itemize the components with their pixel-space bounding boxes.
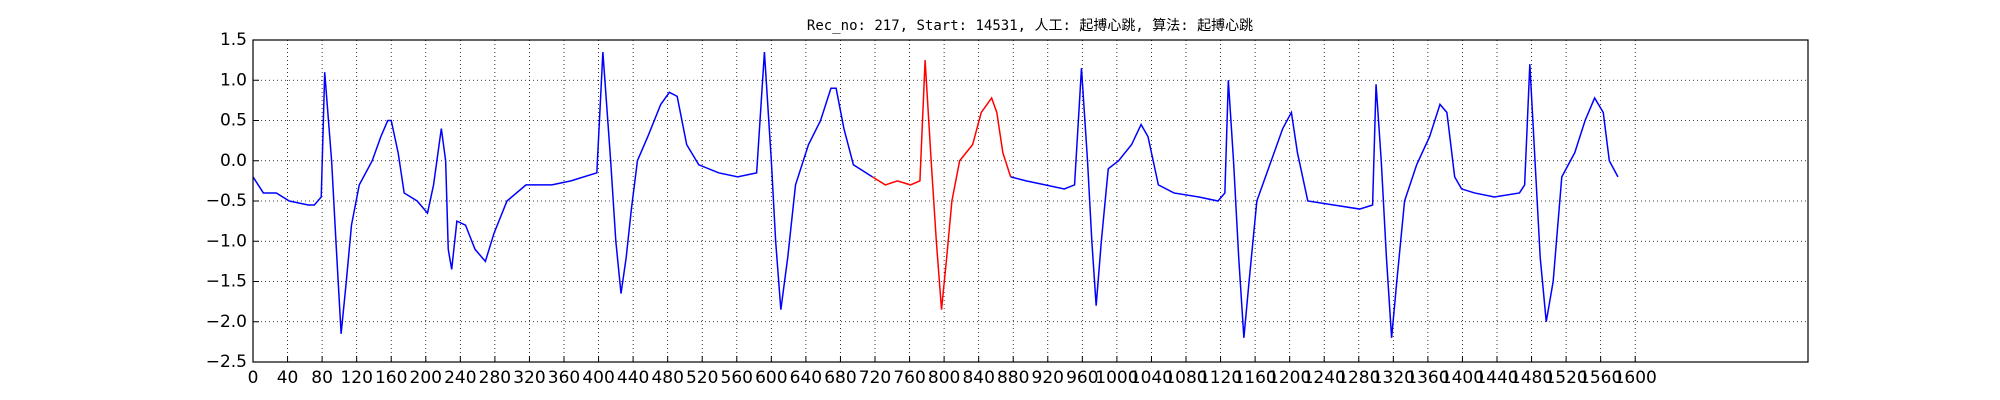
y-tick-label: −1.5 (206, 272, 247, 292)
x-tick-label: 400 (582, 368, 614, 388)
x-tick-label: 360 (548, 368, 580, 388)
x-tick-label: 440 (617, 368, 649, 388)
y-tick-label: −2.5 (206, 352, 247, 372)
x-tick-label: 1040 (1130, 368, 1173, 388)
x-tick-label: 320 (513, 368, 545, 388)
x-tick-label: 1520 (1544, 368, 1587, 388)
line-series (872, 60, 1012, 310)
x-tick-label: 1600 (1614, 368, 1657, 388)
x-tick-label: 1480 (1510, 368, 1553, 388)
x-tick-label: 280 (479, 368, 511, 388)
plot-frame (252, 39, 1809, 363)
x-tick-label: 920 (1032, 368, 1064, 388)
x-tick-label: 200 (410, 368, 442, 388)
y-tick-label: −0.5 (206, 191, 247, 211)
y-tick-label: 1.0 (220, 70, 247, 90)
y-tick-label: −1.0 (206, 231, 247, 251)
line-series (1010, 64, 1619, 338)
x-tick-label: 760 (893, 368, 925, 388)
x-tick-label: 1160 (1233, 368, 1276, 388)
x-tick-label: 120 (340, 368, 372, 388)
x-tick-label: 1320 (1372, 368, 1415, 388)
x-tick-label: 1560 (1579, 368, 1622, 388)
x-tick-label: 40 (277, 368, 299, 388)
x-tick-label: 1240 (1303, 368, 1346, 388)
x-tick-label: 600 (755, 368, 787, 388)
x-tick-label: 680 (824, 368, 856, 388)
x-tick-label: 1120 (1199, 368, 1242, 388)
x-tick-label: 840 (962, 368, 994, 388)
x-tick-label: 1080 (1164, 368, 1207, 388)
x-tick-label: 0 (248, 368, 259, 388)
y-tick-label: 0.5 (220, 111, 247, 131)
x-tick-label: 160 (375, 368, 407, 388)
x-tick-label: 1000 (1095, 368, 1138, 388)
x-tick-label: 1360 (1406, 368, 1449, 388)
y-tick-label: 1.5 (220, 30, 247, 50)
line-series (252, 52, 873, 334)
x-tick-label: 480 (651, 368, 683, 388)
x-tick-label: 240 (444, 368, 476, 388)
x-tick-label: 560 (721, 368, 753, 388)
x-tick-label: 1280 (1337, 368, 1380, 388)
x-tick-label: 80 (311, 368, 333, 388)
x-tick-label: 960 (1066, 368, 1098, 388)
x-tick-label: 520 (686, 368, 718, 388)
chart-title: Rec_no: 217, Start: 14531, 人工: 起搏心跳, 算法:… (807, 17, 1253, 34)
x-tick-label: 720 (859, 368, 891, 388)
y-tick-label: −2.0 (206, 312, 247, 332)
x-tick-label: 1400 (1441, 368, 1484, 388)
x-tick-label: 1200 (1268, 368, 1311, 388)
x-tick-label: 1440 (1475, 368, 1518, 388)
x-tick-label: 640 (790, 368, 822, 388)
x-tick-label: 880 (997, 368, 1029, 388)
x-tick-label: 800 (928, 368, 960, 388)
y-tick-label: 0.0 (220, 151, 247, 171)
